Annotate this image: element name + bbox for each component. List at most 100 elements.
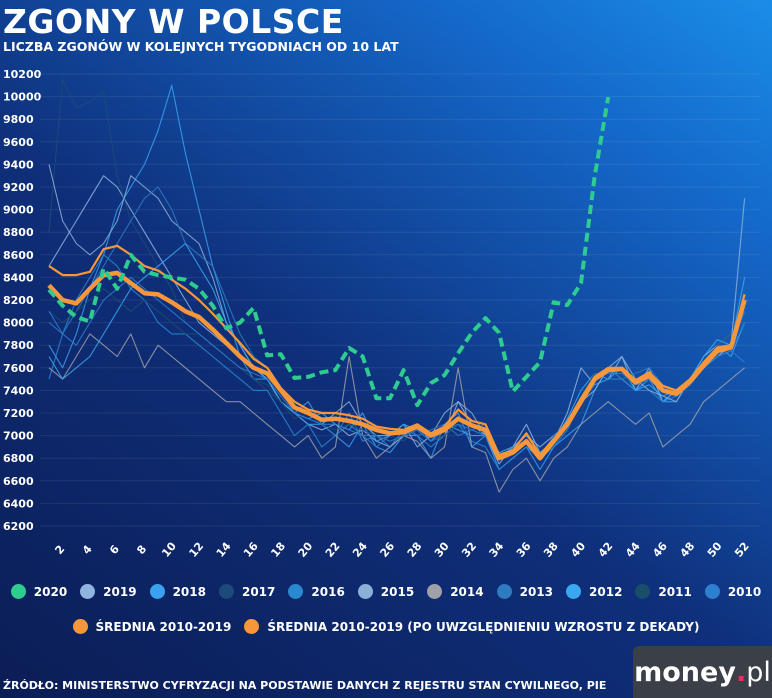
y-tick-label: 7800 <box>3 339 34 352</box>
y-tick-label: 7400 <box>3 384 34 397</box>
legend-item: 2015 <box>357 584 415 599</box>
legend-item: 2016 <box>288 584 345 599</box>
legend-swatch-icon <box>244 619 260 634</box>
legend-swatch-icon <box>357 584 373 599</box>
legend-label: 2020 <box>33 584 68 599</box>
y-tick-label: 9200 <box>3 181 34 194</box>
series-line-rednia-2010-2019 <box>47 270 747 461</box>
legend-swatch-icon <box>635 584 651 599</box>
y-tick-label: 8000 <box>3 317 34 330</box>
legend-swatch-icon <box>427 584 443 599</box>
y-tick-label: 8400 <box>3 271 34 284</box>
legend-item: 2013 <box>496 584 554 599</box>
y-tick-label: 8200 <box>3 294 34 307</box>
x-tick-label: 50 <box>705 539 725 559</box>
x-tick-label: 32 <box>459 540 479 560</box>
legend-label: ŚREDNIA 2010-2019 (PO UWZGLĘDNIENIU WZRO… <box>267 619 700 634</box>
legend-swatch-icon <box>566 584 582 599</box>
x-tick-label: 42 <box>596 540 616 560</box>
x-tick-label: 38 <box>541 540 561 560</box>
x-tick-label: 18 <box>268 540 288 560</box>
legend-label: 2011 <box>658 584 692 599</box>
legend-item: 2020 <box>10 584 68 599</box>
y-tick-label: 6200 <box>3 520 34 533</box>
legend-label: 2013 <box>519 584 554 599</box>
legend-label: 2010 <box>727 584 762 599</box>
x-tick-label: 36 <box>514 539 534 559</box>
legend-years: 2020 2019 2018 2017 2016 2015 2014 2013 2012 2011… <box>0 584 772 599</box>
legend-swatch-icon <box>10 584 26 599</box>
legend-averages: ŚREDNIA 2010-2019 ŚREDNIA 2010-2019 (PO U… <box>0 619 772 634</box>
legend-label: 2018 <box>172 584 206 599</box>
y-tick-label: 8600 <box>3 249 34 262</box>
x-tick-label: 30 <box>432 539 452 559</box>
legend-swatch-icon <box>149 584 165 599</box>
legend-swatch-icon <box>496 584 512 599</box>
series-line-2016 <box>48 254 746 471</box>
y-tick-label: 9400 <box>3 158 34 171</box>
legend-label: ŚREDNIA 2010-2019 <box>95 619 232 634</box>
x-tick-label: 8 <box>134 543 149 557</box>
legend-label: 2016 <box>311 584 345 599</box>
legend-swatch-icon <box>80 584 96 599</box>
chart-subtitle: LICZBA ZGONÓW W KOLEJNYCH TYGODNIACH OD … <box>3 39 399 54</box>
series-line-2020 <box>47 96 611 408</box>
x-tick-label: 22 <box>323 540 343 560</box>
x-tick-label: 44 <box>623 539 643 559</box>
x-tick-label: 4 <box>80 542 95 556</box>
legend-item: 2010 <box>704 584 762 599</box>
x-tick-label: 20 <box>296 539 316 559</box>
legend-label: 2017 <box>241 584 276 599</box>
legend-item: ŚREDNIA 2010-2019 (PO UWZGLĘDNIENIU WZRO… <box>244 619 699 634</box>
y-tick-label: 9800 <box>3 113 34 126</box>
x-tick-label: 34 <box>487 539 507 559</box>
legend-swatch-icon <box>704 584 720 599</box>
y-tick-label: 8800 <box>3 226 34 239</box>
series-line-2017 <box>48 79 746 454</box>
legend-label: 2012 <box>589 584 623 599</box>
legend-swatch-icon <box>72 619 88 634</box>
y-tick-label: 9600 <box>3 136 34 149</box>
legend-item: 2014 <box>427 584 484 599</box>
chart-title: ZGONY W POLSCE <box>3 2 344 41</box>
x-tick-label: 14 <box>214 539 234 559</box>
y-tick-label: 7200 <box>3 407 34 420</box>
x-tick-label: 48 <box>677 540 697 560</box>
x-tick-label: 52 <box>732 540 752 560</box>
legend-label: 2019 <box>103 584 137 599</box>
y-tick-label: 10000 <box>3 91 42 104</box>
x-tick-label: 2 <box>53 543 68 557</box>
legend-swatch-icon <box>288 584 304 599</box>
y-tick-label: 7000 <box>3 430 34 443</box>
legend-item: 2019 <box>80 584 137 599</box>
source-note: ŹRÓDŁO: MINISTERSTWO CYFRYZACJI NA PODST… <box>3 679 607 692</box>
y-tick-label: 6600 <box>3 475 34 488</box>
series-line-2010 <box>48 276 745 459</box>
x-tick-label: 24 <box>350 539 370 559</box>
x-tick-label: 12 <box>186 540 206 560</box>
legend-label: 2014 <box>450 584 484 599</box>
series-line-2014 <box>48 333 745 493</box>
series-line-2015 <box>48 164 746 459</box>
x-tick-label: 10 <box>159 539 179 559</box>
x-tick-label: 28 <box>405 540 425 560</box>
legend-item: 2018 <box>149 584 206 599</box>
y-tick-label: 6800 <box>3 452 34 465</box>
x-tick-label: 16 <box>241 539 261 559</box>
y-tick-label: 9000 <box>3 204 34 217</box>
legend-item: 2017 <box>218 584 276 599</box>
x-tick-label: 6 <box>107 542 122 556</box>
legend-item: 2011 <box>635 584 692 599</box>
legend-swatch-icon <box>218 584 234 599</box>
y-tick-label: 7600 <box>3 362 34 375</box>
y-tick-label: 10200 <box>3 68 42 81</box>
money-pl-logo: money. pl <box>633 646 772 698</box>
legend-label: 2015 <box>380 584 415 599</box>
x-tick-label: 26 <box>377 539 397 559</box>
y-tick-label: 6400 <box>3 497 34 510</box>
x-tick-label: 46 <box>650 539 670 559</box>
x-tick-label: 40 <box>568 539 588 559</box>
legend-item: 2012 <box>566 584 622 599</box>
legend-item: ŚREDNIA 2010-2019 <box>72 619 232 634</box>
